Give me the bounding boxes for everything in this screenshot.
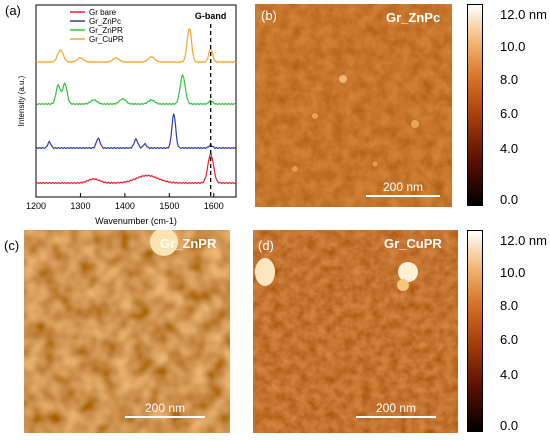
colorbar-bottom-tick: 12.0 nm bbox=[500, 233, 547, 248]
colorbar-top-tick: 0.0 bbox=[500, 192, 519, 207]
colorbar-top bbox=[467, 4, 483, 206]
afm-image-b bbox=[255, 4, 452, 207]
afm-image-c bbox=[24, 230, 230, 433]
y-axis-label: Intensity (a.u.) bbox=[17, 75, 26, 126]
colorbar-top-tick: 8.0 bbox=[500, 72, 519, 87]
x-tick-label: 1200 bbox=[26, 201, 46, 211]
x-axis-label: Wavenumber (cm-1) bbox=[95, 216, 177, 226]
afm-image-d bbox=[253, 230, 458, 433]
colorbar-bottom-tick: 4.0 bbox=[500, 367, 519, 382]
x-tick-label: 1500 bbox=[159, 201, 179, 211]
scale-bar-d bbox=[356, 416, 436, 418]
colorbar-bottom bbox=[467, 230, 483, 432]
colorbar-top-tick: 12.0 nm bbox=[500, 7, 547, 22]
colorbar-bottom-tick: 0.0 bbox=[500, 418, 519, 433]
scale-label-d: 200 nm bbox=[375, 401, 417, 415]
image-title-c: Gr_ZnPR bbox=[160, 236, 217, 251]
colorbar-bottom-tick: 10.0 bbox=[500, 265, 526, 280]
series-line-gr-cupr bbox=[35, 28, 237, 64]
scale-label-c: 200 nm bbox=[144, 401, 186, 415]
panel-letter-b: (b) bbox=[261, 8, 277, 23]
series-line-gr-bare bbox=[35, 153, 237, 185]
panel-letter-a: (a) bbox=[5, 3, 21, 18]
colorbar-bottom-tick: 8.0 bbox=[500, 298, 519, 313]
legend-label: Gr bare bbox=[89, 8, 117, 17]
scale-label-b: 200 nm bbox=[382, 180, 424, 194]
legend-label: Gr_ZnPR bbox=[89, 26, 123, 35]
series-line-gr-znpr bbox=[35, 73, 237, 106]
g-band-label: G-band bbox=[195, 11, 227, 21]
x-tick-label: 1300 bbox=[70, 201, 90, 211]
panel-letter-c: (c) bbox=[4, 238, 20, 253]
scale-bar-c bbox=[125, 416, 205, 418]
series-line-gr-znpc bbox=[35, 113, 237, 150]
image-title-d: Gr_CuPR bbox=[384, 236, 442, 251]
legend-label: Gr_CuPR bbox=[89, 35, 124, 44]
colorbar-bottom-tick: 6.0 bbox=[500, 332, 519, 347]
image-title-b: Gr_ZnPc bbox=[386, 10, 441, 25]
scale-bar-b bbox=[366, 195, 440, 197]
legend-label: Gr_ZnPc bbox=[89, 17, 121, 26]
colorbar-top-tick: 6.0 bbox=[500, 106, 519, 121]
x-tick-label: 1600 bbox=[204, 201, 224, 211]
x-tick-label: 1400 bbox=[115, 201, 135, 211]
raman-chart: G-band 1200 1300 1400 1500 1600 Wavenumber (… bbox=[17, 4, 237, 226]
panel-letter-d: (d) bbox=[258, 238, 274, 253]
colorbar-top-tick: 10.0 bbox=[500, 39, 526, 54]
colorbar-top-tick: 4.0 bbox=[500, 141, 519, 156]
plot-frame bbox=[35, 4, 237, 198]
